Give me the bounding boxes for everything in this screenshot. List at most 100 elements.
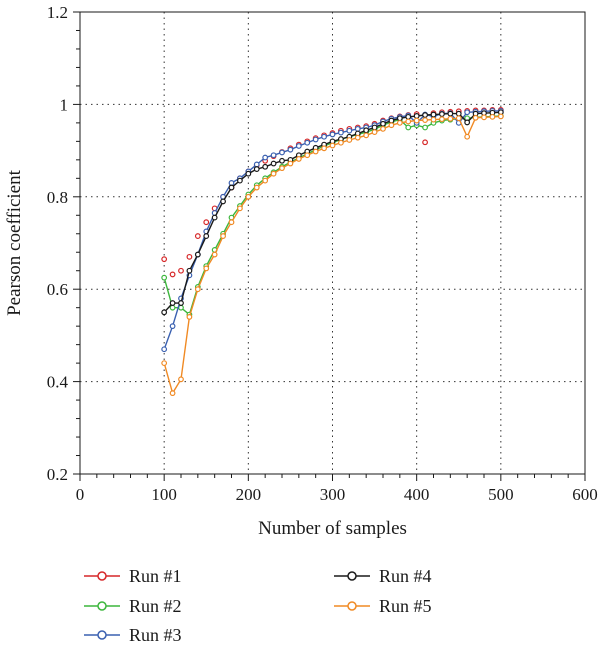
- data-point: [279, 157, 285, 164]
- data-point: [312, 136, 319, 143]
- x-tick-label: 600: [572, 485, 598, 504]
- data-point: [422, 139, 428, 146]
- data-point: [228, 180, 235, 186]
- data-point: [169, 300, 176, 306]
- data-point: [304, 152, 311, 159]
- series-run-5: [161, 113, 504, 397]
- data-point: [194, 233, 201, 239]
- data-point: [405, 113, 412, 120]
- x-tick-label: 500: [488, 485, 514, 504]
- legend-item-run-4: Run #4: [334, 566, 432, 586]
- data-point: [371, 129, 378, 136]
- data-point: [321, 133, 327, 140]
- data-point: [346, 127, 353, 134]
- data-point: [194, 251, 201, 258]
- data-point: [396, 115, 403, 122]
- legend-marker: [347, 571, 357, 581]
- data-point: [186, 267, 193, 274]
- legend-label: Run #1: [129, 566, 182, 586]
- data-point: [329, 131, 336, 138]
- data-point: [338, 139, 344, 146]
- data-point: [211, 214, 218, 221]
- data-point: [253, 161, 260, 168]
- y-axis-title: Pearson coefficient: [4, 169, 25, 316]
- legend: Run #1 Run #2 Run #3 Run #4 Run #5: [84, 566, 432, 645]
- x-tick-label: 0: [76, 485, 85, 504]
- data-point: [169, 304, 176, 311]
- data-point: [279, 149, 285, 156]
- data-point: [203, 233, 210, 239]
- data-point: [497, 113, 504, 120]
- data-point: [161, 309, 168, 316]
- data-point: [388, 122, 395, 129]
- data-point: [422, 117, 428, 124]
- data-point: [220, 233, 226, 239]
- data-point: [270, 160, 277, 167]
- data-point: [161, 346, 168, 353]
- legend-label: Run #2: [129, 596, 182, 616]
- data-point: [262, 163, 269, 170]
- data-point: [295, 143, 302, 149]
- data-point: [245, 193, 252, 200]
- data-point: [161, 256, 168, 263]
- data-point: [295, 156, 302, 162]
- data-point: [169, 323, 176, 330]
- data-point: [405, 124, 412, 131]
- data-point: [329, 142, 336, 149]
- data-point: [312, 148, 319, 155]
- data-point: [455, 115, 462, 122]
- legend-item-run-1: Run #1: [84, 566, 182, 586]
- data-point: [363, 127, 370, 134]
- data-point: [354, 134, 361, 141]
- ticks-layer: 0 100 200 300 400 500 600 0.2 0.4 0.6 0.8 1 1.2: [47, 3, 598, 504]
- data-point: [464, 133, 471, 140]
- data-point: [161, 360, 168, 367]
- x-tick-label: 400: [404, 485, 430, 504]
- x-tick-label: 200: [236, 485, 262, 504]
- data-point: [388, 117, 395, 124]
- y-tick-label: 0.2: [47, 465, 68, 484]
- data-point: [178, 300, 184, 306]
- data-point: [447, 110, 454, 117]
- data-point: [405, 118, 412, 125]
- data-point: [422, 112, 428, 118]
- data-point: [262, 154, 269, 161]
- data-point: [169, 271, 176, 278]
- data-point: [262, 177, 269, 184]
- data-point: [245, 170, 252, 177]
- data-point: [270, 170, 277, 177]
- y-tick-label: 1: [60, 95, 69, 114]
- data-point: [396, 119, 403, 126]
- data-point: [203, 219, 210, 226]
- legend-marker: [97, 571, 107, 581]
- data-point: [354, 125, 361, 132]
- data-point: [186, 253, 193, 260]
- data-point: [413, 113, 420, 119]
- data-point: [287, 146, 294, 153]
- grid-layer: [80, 12, 585, 474]
- x-axis-title: Number of samples: [258, 518, 407, 539]
- legend-item-run-3: Run #3: [84, 625, 182, 645]
- data-point: [472, 114, 479, 121]
- data-point: [346, 137, 353, 143]
- y-tick-label: 1.2: [47, 3, 68, 22]
- legend-item-run-5: Run #5: [334, 596, 432, 616]
- x-tick-label: 100: [151, 485, 177, 504]
- data-point: [321, 145, 327, 152]
- data-point: [228, 219, 235, 226]
- data-point: [161, 274, 168, 281]
- series-layer: [161, 107, 504, 397]
- data-point: [489, 113, 496, 120]
- data-point: [481, 114, 487, 121]
- data-point: [363, 132, 370, 139]
- data-point: [228, 184, 235, 191]
- y-tick-label: 0.6: [47, 280, 68, 299]
- data-point: [253, 184, 260, 191]
- data-point: [203, 265, 210, 272]
- data-point: [270, 152, 277, 159]
- data-point: [380, 120, 386, 127]
- data-point: [211, 251, 218, 258]
- data-point: [447, 115, 454, 122]
- data-point: [237, 205, 243, 212]
